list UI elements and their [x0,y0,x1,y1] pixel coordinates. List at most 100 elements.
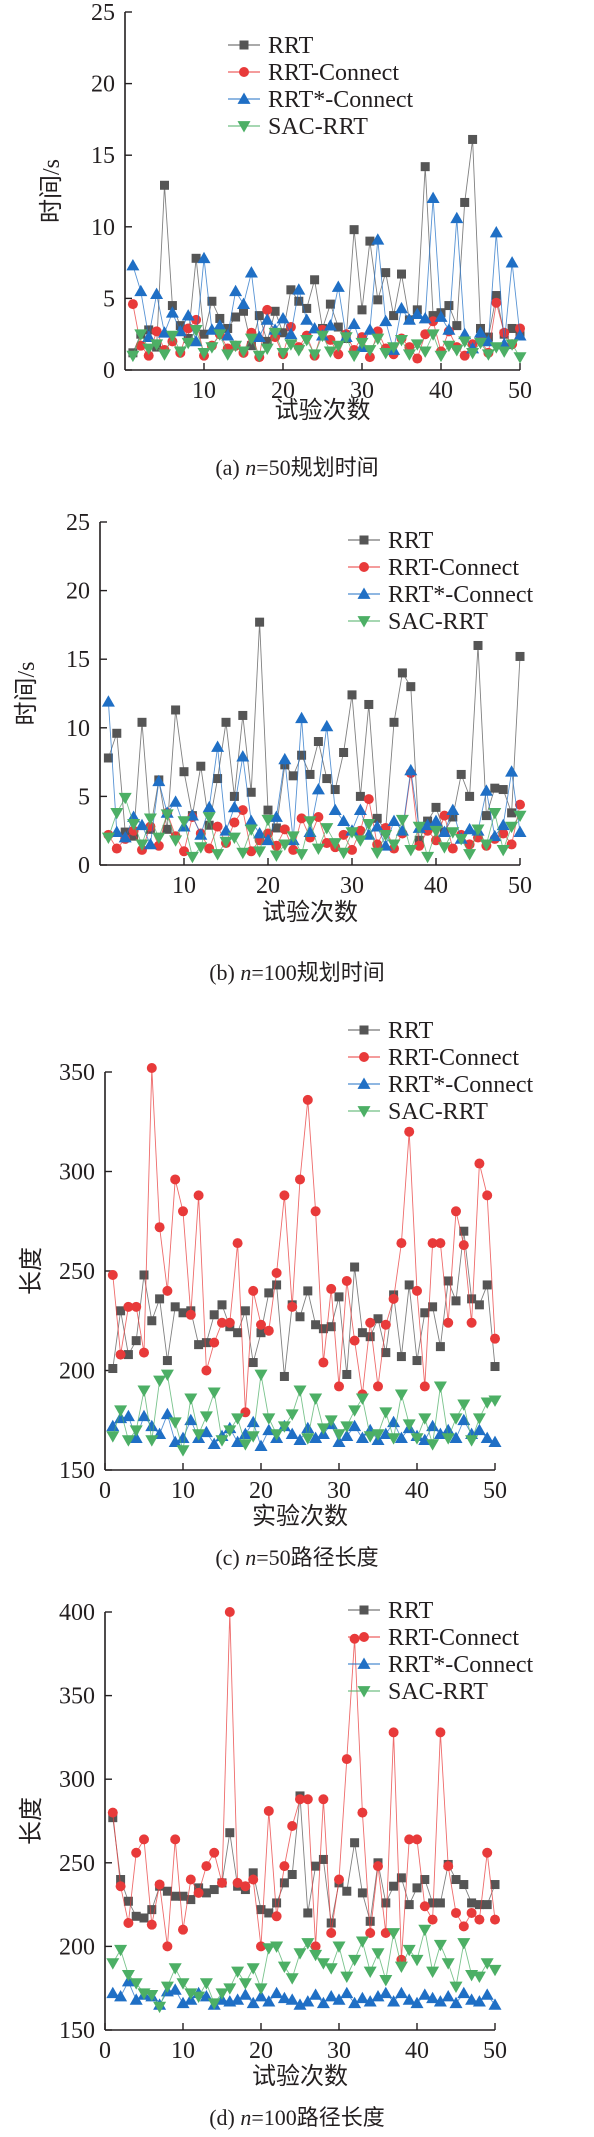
c1-rrt-point [481,811,491,821]
c1-sac-rrt-point [328,838,342,850]
c1-rrt-connect-point [288,844,299,855]
c2-rrt-point [108,1364,118,1374]
c2-rrt-star-connect-point [472,1423,486,1436]
c0-rrt-star-connect-point [165,306,179,318]
c1-sac-rrt-point [152,832,166,845]
c2-x-axis-label: 实验次数 [252,1503,348,1530]
c3-rrt-connect-point [170,1834,181,1845]
c2-rrt-connect-point [427,1238,438,1249]
c3-rrt-star-connect-point [168,1983,182,1995]
c1-rrt-point [137,717,147,727]
c2-sac-rrt-point [137,1385,151,1397]
c3-x-tick-label: 40 [405,2038,429,2064]
c3-sac-rrt-point [114,1944,128,1957]
c0-rrt-point [223,323,233,333]
c3-y-tick-label: 400 [59,1600,95,1626]
c1-y-tick-label: 20 [66,579,90,605]
c2-rrt-connect-point [318,1357,329,1368]
c1-rrt-point [507,808,517,818]
c0-rrt-point [294,296,304,306]
c2-sac-rrt-point [231,1413,245,1425]
c2-rrt-point [404,1280,414,1290]
c0-sac-rrt-point [363,345,377,357]
c3-sac-rrt-point [254,1983,268,1995]
c1-sac-rrt-point [169,835,183,847]
c2-sac-rrt-point [238,1439,252,1451]
c0-rrt-star-connect-point [402,313,416,325]
c0-rrt-connect-point [127,299,138,310]
c2-rrt-star-connect-point [340,1429,354,1442]
c0-rrt-point [239,306,248,316]
c1-rrt-point [305,769,315,779]
c1-sac-rrt-point [127,818,141,831]
c3-rrt-point [178,1891,188,1901]
c1-rrt-star-connect-point [152,774,166,787]
c2-rrt-star-connect-point [176,1431,190,1444]
c1-rrt-point [255,617,265,627]
chart-b: 0 5 10 15 20 25 10 20 30 40 50 试验次数 时间/s RRTRRT-Conne… [13,510,534,926]
c0-sac-rrt-point [150,339,164,351]
c1-sac-rrt-point [286,831,300,843]
c1-rrt-point [288,771,298,781]
c3-sac-rrt-legend-label: SAC-RRT [388,1679,488,1705]
c2-rrt-point [318,1324,328,1334]
c1-sac-rrt-point [387,839,401,851]
c3-rrt-connect-point [178,1924,188,1935]
c2-y-tick-label: 150 [59,1458,95,1484]
c3-rrt-star-connect-point [441,1990,455,2002]
c1-sac-rrt-point [295,849,309,861]
c2-sac-rrt-point [121,1435,135,1447]
c3-sac-rrt-series [106,1924,502,2014]
c0-rrt-star-connect-point [379,314,393,327]
c3-rrt-star-connect-point [410,1996,424,2009]
c1-sac-rrt-point [236,847,250,860]
c0-sac-rrt-point [505,339,519,351]
c2-y-tick-label: 350 [59,1060,95,1086]
c0-rrt-star-connect-point [142,330,156,342]
c1-rrt-star-connect-legend-marker [357,587,371,599]
c1-rrt-point [473,640,483,650]
c0-sac-rrt-point [355,337,369,350]
c2-rrt-point [116,1306,126,1316]
c2-rrt-star-connect-point [168,1435,182,1448]
c0-sac-rrt-point [244,333,258,345]
c2-rrt-star-connect-point [449,1431,463,1444]
c0-sac-rrt-point [292,345,306,357]
c1-rrt-point [414,835,424,845]
c3-rrt-legend-marker [359,1605,369,1615]
c3-sac-rrt-point [215,1988,229,2000]
c1-rrt-connect-point [506,839,517,850]
c2-sac-rrt-point [168,1417,182,1429]
c0-rrt-star-connect-legend-marker [237,92,251,104]
c3-rrt-point [490,1880,500,1890]
c1-sac-rrt-legend-label: SAC-RRT [388,609,488,635]
c0-rrt-point [246,341,256,351]
c1-sac-rrt-point [219,836,233,849]
c2-sac-rrt-point [387,1433,401,1445]
caption-d: (d) n=100路径长度 [209,2105,385,2130]
c2-sac-rrt-series [106,1369,502,1457]
c3-rrt-point [279,1878,289,1888]
c1-y-tick-label: 10 [66,716,90,742]
c3-rrt-connect-point [279,1861,290,1872]
c2-rrt-connect-point [443,1317,454,1328]
c3-x-tick-label: 50 [483,2038,507,2064]
c0-rrt-connect-point [364,352,375,363]
c0-rrt-point [167,301,177,311]
c1-sac-rrt-point [479,839,493,851]
c2-sac-rrt-point [254,1369,268,1381]
c3-sac-rrt-point [223,1983,237,1995]
c0-sac-rrt-point [134,329,148,341]
c1-rrt-point [330,785,340,795]
c3-rrt-point [389,1881,399,1891]
c0-sac-rrt-point [410,339,424,351]
c2-rrt-point [170,1302,180,1312]
c3-y-tick-label: 150 [59,2018,95,2044]
c3-rrt-connect-point [139,1834,149,1845]
c3-rrt-connect-point [131,1847,142,1858]
c0-sac-rrt-point [308,349,322,361]
c0-rrt-point [357,305,367,315]
c1-sac-rrt-point [269,850,283,862]
c1-rrt-point [271,823,281,833]
c2-rrt-legend-label: RRT [388,1018,434,1044]
